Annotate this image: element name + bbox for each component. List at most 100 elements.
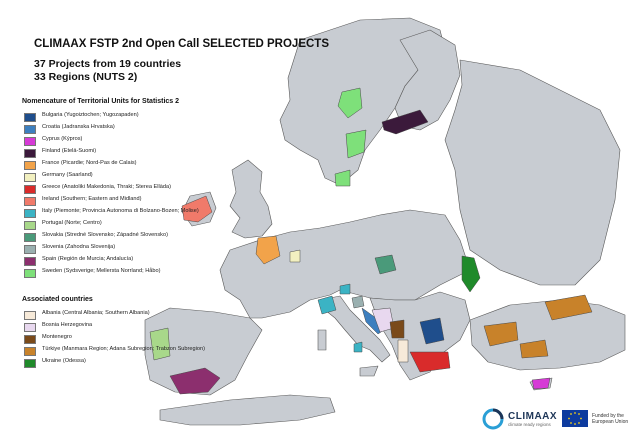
region-finland [381, 109, 429, 135]
scandinavia [279, 17, 446, 186]
legend-item: Bulgaria (Yugoiztochen; Yugozapaden) [24, 112, 209, 122]
legend-label: Portugal (Norte; Centro) [42, 220, 102, 226]
region-slovakia [374, 254, 397, 275]
page-title: CLIMAAX FSTP 2nd Open Call SELECTED PROJ… [34, 38, 329, 50]
legend-swatch [24, 323, 36, 332]
regions-count: 33 Regions (NUTS 2) [34, 71, 138, 83]
region-sweden-north [337, 87, 363, 119]
legend-swatch [24, 125, 36, 134]
legend-item: Italy (Piemonte; Provincia Autonoma di B… [24, 208, 209, 218]
legend-label: Türkiye (Manmara Region; Adana Subregion… [42, 346, 205, 352]
legend-item: Slovakia (Stredné Slovensko; Západné Slo… [24, 232, 209, 242]
legend-swatch [24, 359, 36, 368]
legend-swatch [24, 221, 36, 230]
legend-item: Slovenia (Zahodna Slovenija) [24, 244, 209, 254]
legend-label: Ukraine (Odessa) [42, 358, 86, 364]
legend-label: Italy (Piemonte; Provincia Autonoma di B… [42, 208, 199, 214]
region-slovenia [351, 295, 365, 309]
finland [394, 29, 461, 131]
iberia [144, 307, 263, 396]
region-turkey-south [519, 339, 549, 359]
projects-count: 37 Projects from 19 countries [34, 58, 182, 70]
region-italy-bolzano [339, 283, 351, 295]
legend-swatch [24, 209, 36, 218]
eu-funding-badge: Funded by the European Union [562, 410, 640, 427]
legend-item: Croatia (Jadranska Hrvatska) [24, 124, 209, 134]
legend-label: Bosnia Herzegovina [42, 322, 93, 328]
legend-label: Ireland (Southern; Eastern and Midland) [42, 196, 142, 202]
region-greece [409, 351, 451, 373]
region-italy-molise [353, 341, 363, 353]
legend-label: Finland (Etelä-Suomi) [42, 148, 97, 154]
legend-assoc-heading: Associated countries [22, 296, 93, 303]
legend-swatch [24, 185, 36, 194]
legend-item: Cyprus (Kýpros) [24, 136, 209, 146]
region-sweden-mid [345, 129, 367, 159]
italy-land [319, 295, 391, 363]
legend-swatch [24, 233, 36, 242]
legend-label: Spain (Región de Murcia; Andalucía) [42, 256, 134, 262]
legend-swatch [24, 113, 36, 122]
legend-swatch [24, 245, 36, 254]
sicily [359, 365, 379, 377]
legend-item: Spain (Región de Murcia; Andalucía) [24, 256, 209, 266]
legend-swatch [24, 149, 36, 158]
legend-item: Montenegro [24, 334, 209, 344]
region-sweden-south [334, 169, 351, 187]
region-albania [397, 339, 409, 363]
legend-label: Montenegro [42, 334, 72, 340]
climaax-logo-name: CLIMAAX [508, 411, 558, 422]
eastern-europe [444, 59, 621, 286]
legend-swatch [24, 197, 36, 206]
legend-assoc: Albania (Central Albania; Southern Alban… [24, 310, 209, 370]
legend-label: Slovakia (Stredné Slovensko; Západné Slo… [42, 232, 168, 238]
north-africa [159, 394, 336, 426]
region-montenegro [389, 319, 405, 339]
region-portugal [149, 327, 171, 361]
balkans [369, 291, 471, 381]
legend-swatch [24, 269, 36, 278]
climaax-logo: CLIMAAX climate ready regions [482, 404, 558, 434]
region-turkey-west [483, 321, 519, 347]
region-france [255, 235, 281, 265]
legend-label: Cyprus (Kýpros) [42, 136, 83, 142]
legend-item: Bosnia Herzegovina [24, 322, 209, 332]
legend-item: Greece (Anatoliki Makedonia, Thraki; Ste… [24, 184, 209, 194]
legend-swatch [24, 311, 36, 320]
region-turkey-east [544, 294, 593, 321]
legend-label: Germany (Saarland) [42, 172, 93, 178]
region-ukraine [461, 255, 481, 293]
legend-item: France (Picardie; Nord-Pas de Calais) [24, 160, 209, 170]
legend-nuts: Bulgaria (Yugoiztochen; Yugozapaden) Croa… [24, 112, 209, 280]
great-britain [229, 159, 273, 239]
legend-item: Albania (Central Albania; Southern Alban… [24, 310, 209, 320]
legend-label: Slovenia (Zahodna Slovenija) [42, 244, 116, 250]
legend-item: Ireland (Southern; Eastern and Midland) [24, 196, 209, 206]
legend-item: Türkiye (Manmara Region; Adana Subregion… [24, 346, 209, 356]
region-germany [289, 249, 301, 263]
legend-item: Germany (Saarland) [24, 172, 209, 182]
sardinia [317, 329, 327, 351]
legend-swatch [24, 137, 36, 146]
legend-label: Bulgaria (Yugoiztochen; Yugozapaden) [42, 112, 139, 118]
eu-flag-icon [562, 410, 588, 427]
region-spain [169, 367, 221, 395]
legend-swatch [24, 335, 36, 344]
region-ireland [181, 195, 213, 223]
legend-item: Finland (Etelä-Suomi) [24, 148, 209, 158]
climaax-logo-tagline: climate ready regions [508, 422, 551, 427]
legend-swatch [24, 257, 36, 266]
climaax-logo-icon [482, 408, 504, 430]
legend-item: Ukraine (Odessa) [24, 358, 209, 368]
legend-label: France (Picardie; Nord-Pas de Calais) [42, 160, 137, 166]
legend-label: Greece (Anatoliki Makedonia, Thraki; Ste… [42, 184, 171, 190]
region-cyprus [531, 377, 551, 390]
region-bulgaria [419, 317, 445, 345]
legend-label: Albania (Central Albania; Southern Alban… [42, 310, 150, 316]
legend-label: Croatia (Jadranska Hrvatska) [42, 124, 115, 130]
region-italy-north [317, 295, 337, 315]
legend-swatch [24, 161, 36, 170]
legend-nuts-heading: Nomencature of Territorial Units for Sta… [22, 98, 180, 105]
legend-swatch [24, 347, 36, 356]
